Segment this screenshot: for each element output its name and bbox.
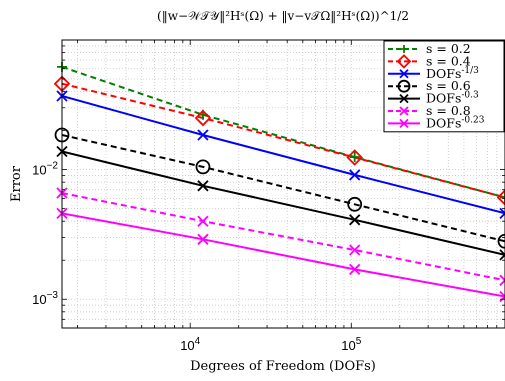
legend-marker-2 [396,54,412,69]
series-4-marker [497,233,505,249]
legend-marker-7 [399,118,409,129]
legend-marker-3 [399,69,409,79]
series-4-marker [347,196,363,212]
series-4-marker [195,159,211,175]
series-line-1 [62,65,505,199]
series-7-marker [349,263,361,276]
legend-label-4: s = 0.6 [426,78,471,93]
series-line-3 [62,95,505,215]
x-tick-label: 104 [180,336,200,353]
legend-label-2: s = 0.4 [426,53,471,68]
series-3-marker [349,169,361,181]
legend-marker-4 [397,79,411,93]
series-5-marker [349,214,361,226]
series-line-5 [62,150,505,256]
series-5-marker [197,180,209,192]
series-2-marker [496,189,505,206]
legend-label-1: s = 0.2 [426,41,471,56]
legend-marker-1 [400,45,408,53]
axis-ticks: 104 105 10−2 10−3 [32,39,505,353]
x-axis-label: Degrees of Freedom (DOFs) [190,359,376,374]
series-7-marker [499,290,505,303]
legend-label-6: s = 0.8 [426,103,471,118]
plot-frame [61,39,505,329]
series-5-marker [499,249,505,261]
y-tick-label: 10−3 [32,290,58,307]
x-tick-label: 105 [341,336,361,353]
series-2-marker [346,149,363,166]
series-6-marker [499,274,505,286]
series-line-2 [62,82,505,199]
series-3-marker [499,207,505,219]
series-line-7 [62,212,505,298]
legend-marker-6 [399,106,409,116]
series-7-marker [197,233,209,245]
y-tick-label: 10−2 [32,161,58,178]
y-axis-label: Error [9,165,24,202]
series-1-marker [349,152,360,163]
series-6-marker [349,244,361,256]
series-2-marker [194,109,212,127]
series-3-marker [197,129,209,141]
series-lines [62,65,505,298]
series-1-marker [500,192,505,203]
series-line-4 [62,134,505,243]
chart-title: (‖w−𝒲𝒯𝒴‖²Hˢ(Ω) + ‖v−v𝒯Ω‖²Hˢ(Ω))^1/2 [157,9,409,23]
series-line-6 [62,192,505,282]
legend-marker-5 [399,93,409,104]
series-6-marker [197,215,209,227]
series-markers [53,61,505,303]
